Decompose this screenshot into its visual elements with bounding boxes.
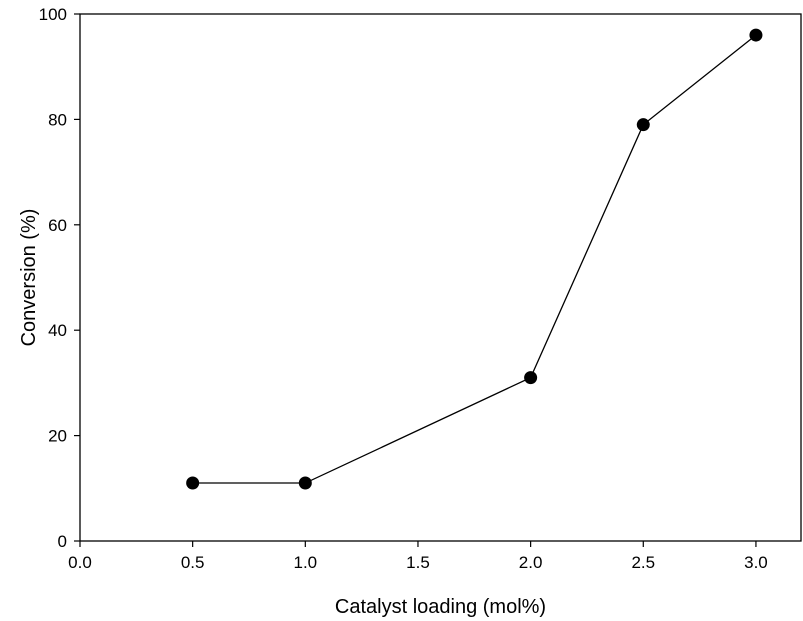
x-tick-label: 3.0: [744, 553, 768, 572]
y-tick-label: 40: [48, 321, 67, 340]
y-tick-label: 60: [48, 216, 67, 235]
x-tick-label: 0.5: [181, 553, 205, 572]
series-group: [186, 28, 763, 490]
y-tick-label: 100: [39, 5, 67, 24]
data-point: [749, 28, 763, 42]
x-tick-label: 2.5: [631, 553, 655, 572]
x-axis: 0.0 0.5 1.0 1.5 2.0 2.5 3.0: [68, 541, 768, 572]
x-tick-label: 1.5: [406, 553, 430, 572]
y-tick-label: 80: [48, 110, 67, 129]
y-tick-label: 20: [48, 427, 67, 446]
data-point: [186, 476, 200, 490]
plot-border: [79, 13, 802, 542]
data-point: [524, 371, 538, 385]
data-point: [298, 476, 312, 490]
x-tick-label: 1.0: [293, 553, 317, 572]
data-point: [636, 118, 650, 132]
y-axis-title: Conversion (%): [18, 209, 40, 347]
x-axis-title: Catalyst loading (mol%): [335, 596, 546, 618]
x-tick-label: 2.0: [519, 553, 543, 572]
y-axis: 0 20 40 60 80 100: [39, 5, 80, 551]
series-line: [192, 34, 757, 484]
plot-frame: [79, 13, 802, 542]
x-tick-label: 0.0: [68, 553, 92, 572]
y-tick-label: 0: [58, 532, 67, 551]
